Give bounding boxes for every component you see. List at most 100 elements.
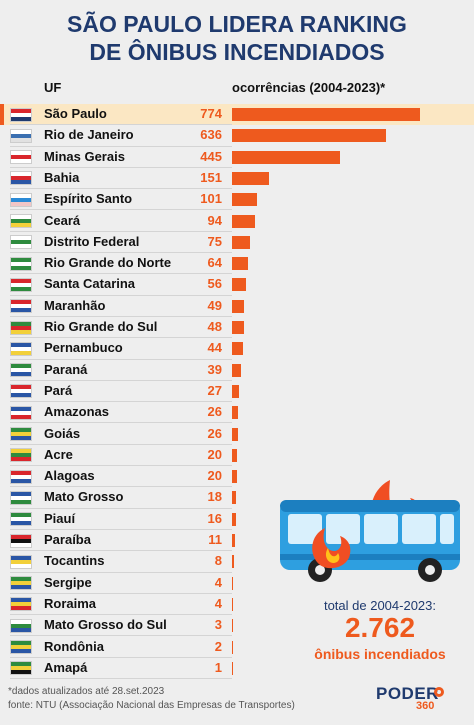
logo-text: PODER [376,684,439,703]
bar [232,214,255,228]
category-label: Amapá [44,659,88,675]
value-label: 3 [214,617,222,633]
table-row: Rondônia 2 [0,637,474,658]
row-divider [10,592,232,594]
bar [232,129,387,143]
category-label: Espírito Santo [44,191,133,207]
value-label: 20 [207,468,222,484]
bar [232,576,233,590]
logo-mark-icon [434,687,444,697]
value-label: 774 [200,106,222,121]
value-label: 151 [200,169,222,185]
table-row: Distrito Federal 75 [0,232,474,254]
row-divider [10,230,232,232]
row-divider [10,252,232,254]
state-flag-icon [10,512,32,527]
state-flag-icon [10,171,32,186]
bar [232,597,233,611]
value-label: 1 [214,659,222,675]
state-flag-icon [10,469,32,484]
category-label: Goiás [44,425,81,441]
value-label: 101 [200,191,222,207]
row-divider [10,422,232,424]
state-flag-icon [10,320,32,335]
state-flag-icon [10,554,32,569]
bar [232,406,239,420]
row-divider [10,443,232,445]
table-row: Rio Grande do Norte 64 [0,253,474,275]
table-row: São Paulo 774 [0,104,474,126]
category-label: Maranhão [44,297,106,313]
category-label: Pernambuco [44,340,123,356]
row-divider [10,379,232,381]
bar [232,619,233,633]
bar [232,171,269,185]
value-label: 48 [207,319,222,334]
value-label: 636 [200,127,222,143]
value-label: 4 [214,595,222,611]
table-row: Goiás 26 [0,424,474,445]
state-flag-icon [10,341,32,356]
table-row: Rio de Janeiro 636 [0,125,474,147]
state-flag-icon [10,214,32,228]
category-label: Roraima [44,595,97,611]
total-label: total de 2004-2023: [323,598,437,613]
state-flag-icon [10,384,32,399]
category-label: Rio Grande do Sul [44,319,158,334]
table-row: Tocantins 8 [0,551,474,573]
bar [232,555,234,569]
table-row: Mato Grosso 18 [0,487,474,509]
bar [232,470,237,484]
row-divider [10,571,232,573]
row-divider [10,145,232,147]
category-label: Mato Grosso [44,489,124,505]
total-unit: ônibus incendiados [314,646,446,662]
category-label: Mato Grosso do Sul [44,617,167,633]
total-value: 2.762 [344,612,416,643]
value-header: ocorrências (2004-2023)* [232,80,386,95]
category-label: Bahia [44,169,80,185]
category-header: UF [44,80,62,95]
source-note: fonte: NTU (Associação Nacional das Empr… [8,700,295,711]
category-label: Rio Grande do Norte [44,255,172,271]
value-label: 26 [207,425,222,441]
value-label: 20 [207,446,222,462]
value-label: 94 [207,212,222,228]
table-row: Ceará 94 [0,211,474,232]
bar [232,150,341,164]
table-row: Alagoas 20 [0,466,474,488]
state-flag-icon [10,576,32,591]
table-row: Bahia 151 [0,168,474,190]
table-row: Acre 20 [0,445,474,467]
category-label: Paraíba [44,532,91,547]
bar [232,363,242,377]
category-label: São Paulo [44,106,107,121]
table-row: Roraima 4 [0,594,474,616]
bar [232,299,244,313]
state-flag-icon [10,235,32,250]
state-flag-icon [10,661,32,676]
title-line-1: SÃO PAULO LIDERA RANKING [67,11,407,37]
table-row: Minas Gerais 445 [0,147,474,168]
bar [232,108,420,121]
row-divider [10,315,232,317]
row-divider [10,486,232,488]
state-flag-icon [10,427,32,441]
state-flag-icon [10,256,32,271]
bar [232,235,251,249]
state-flag-icon [10,128,32,143]
category-label: Acre [44,446,73,462]
value-label: 75 [207,233,222,249]
row-divider [10,528,232,530]
row-divider [10,188,232,190]
table-row: Maranhão 49 [0,296,474,317]
table-row: Pará 27 [0,381,474,403]
value-label: 64 [207,255,222,271]
table-row: Mato Grosso do Sul 3 [0,615,474,637]
burning-bus-illustration [280,480,460,582]
category-label: Pará [44,382,73,398]
category-label: Piauí [44,510,76,526]
value-label: 26 [207,404,222,420]
state-flag-icon [10,533,32,548]
state-flag-icon [10,640,32,654]
